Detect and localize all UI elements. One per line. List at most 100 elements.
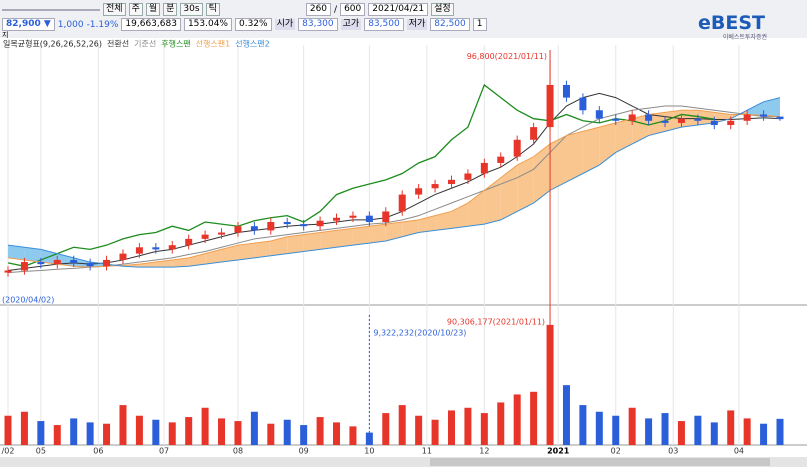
label: 저가 bbox=[406, 19, 428, 30]
volume-bar bbox=[464, 407, 472, 445]
cloud bbox=[254, 240, 271, 258]
candle-body bbox=[185, 238, 193, 246]
cloud bbox=[139, 262, 156, 268]
x-tick-label: 12 bbox=[479, 447, 489, 456]
candle-body bbox=[776, 116, 784, 120]
x-tick-label: 07 bbox=[159, 447, 169, 456]
legend-entry: 선행스팬2 bbox=[235, 39, 270, 49]
price: 82,900 ▼ bbox=[2, 18, 55, 31]
volume-bar bbox=[743, 418, 751, 445]
cloud bbox=[533, 143, 551, 204]
x-tick-label: /02 bbox=[2, 447, 15, 456]
candle-body bbox=[267, 221, 275, 231]
candle-body bbox=[677, 118, 685, 123]
candle-body bbox=[135, 247, 143, 254]
button[interactable]: 월 bbox=[145, 3, 161, 16]
button[interactable]: 30s bbox=[180, 3, 203, 16]
date-input[interactable]: 2021/04/21 bbox=[368, 3, 429, 16]
cloud bbox=[287, 234, 304, 254]
candle-body bbox=[119, 253, 127, 260]
candle-body bbox=[250, 226, 258, 231]
toolbar: 전체 주 월 분 30s 틱 260 / 600 2021/04/21 설정 8… bbox=[0, 0, 807, 41]
count-input[interactable]: 260 bbox=[305, 3, 332, 16]
candle-body bbox=[382, 211, 390, 222]
volume-bar bbox=[513, 394, 521, 445]
volume-bar bbox=[250, 411, 258, 445]
x-tick-label: 03 bbox=[668, 447, 678, 456]
candle-body bbox=[743, 114, 751, 121]
legend-entry: 후행스팬 bbox=[161, 39, 190, 49]
candle-body bbox=[365, 215, 373, 222]
indicator-line bbox=[7, 97, 781, 268]
cloud bbox=[467, 190, 485, 227]
button[interactable]: 분 bbox=[163, 3, 178, 16]
toolbar-row: 82,900 ▼ 1,000 -1.19% 19,663,683 153.04%… bbox=[2, 18, 487, 31]
annotation: (2020/04/02) bbox=[2, 296, 54, 305]
volume-bar bbox=[710, 422, 718, 445]
candle-body bbox=[628, 114, 636, 121]
volume-bar bbox=[398, 405, 406, 445]
candle-body bbox=[694, 118, 702, 121]
toolbar-row: 전체 주 월 분 30s 틱 260 / 600 2021/04/21 설정 bbox=[2, 3, 454, 16]
volume-bar bbox=[595, 411, 603, 445]
candle-body bbox=[218, 232, 226, 235]
scroll-thumb[interactable] bbox=[430, 458, 770, 466]
open: 83,300 bbox=[298, 18, 338, 31]
candle-body bbox=[168, 245, 176, 250]
annotation: 9,322,232(2020/10/23) bbox=[373, 329, 466, 338]
candle-body bbox=[283, 221, 291, 225]
volume-bar bbox=[776, 418, 784, 445]
x-tick-label: 06 bbox=[93, 447, 103, 456]
scrollbar[interactable] bbox=[0, 457, 807, 467]
settings-button[interactable]: 설정 bbox=[431, 3, 454, 16]
candle-body bbox=[727, 120, 735, 126]
high: 83,500 bbox=[364, 18, 404, 31]
cloud bbox=[451, 203, 468, 229]
pane-label: 지 bbox=[2, 31, 9, 39]
button[interactable]: 주 bbox=[128, 3, 143, 16]
cloud bbox=[205, 249, 222, 265]
volume-bar bbox=[661, 413, 669, 445]
cloud bbox=[435, 211, 452, 231]
x-tick-label: 2021 bbox=[547, 447, 570, 456]
cloud bbox=[73, 257, 91, 268]
x-tick-label: 09 bbox=[299, 447, 309, 456]
volume-bar bbox=[300, 425, 308, 445]
volume-bar bbox=[579, 405, 587, 445]
candle-body bbox=[86, 262, 94, 267]
logo: eBEST bbox=[698, 12, 765, 34]
volume-bar bbox=[53, 425, 61, 445]
cloud bbox=[303, 232, 321, 252]
cloud bbox=[763, 97, 780, 117]
candle-body bbox=[316, 220, 324, 227]
x-tick-label: 11 bbox=[422, 447, 432, 456]
candle-body bbox=[760, 114, 768, 117]
code-input[interactable] bbox=[2, 8, 100, 11]
period-input[interactable]: 1 bbox=[472, 18, 487, 31]
volume-bar bbox=[168, 422, 176, 445]
annotation: 96,800(2021/01/11) bbox=[467, 52, 547, 61]
candle-body bbox=[464, 173, 472, 180]
cloud bbox=[402, 219, 419, 237]
x-tick-label: 05 bbox=[36, 447, 46, 456]
volume: 19,663,683 bbox=[121, 18, 181, 31]
volume-bar bbox=[415, 415, 423, 445]
candle-body bbox=[710, 120, 718, 126]
volume-bar bbox=[447, 410, 455, 445]
cloud bbox=[550, 135, 567, 191]
candle-body bbox=[562, 84, 570, 98]
cloud bbox=[24, 247, 41, 263]
volume-bar bbox=[185, 417, 193, 445]
candle-body bbox=[152, 247, 160, 250]
candle-body bbox=[480, 162, 488, 174]
button[interactable]: 전체 bbox=[103, 3, 126, 16]
cloud bbox=[237, 243, 255, 260]
candle-body bbox=[53, 259, 61, 265]
button[interactable]: 틱 bbox=[205, 3, 220, 16]
cloud bbox=[517, 156, 534, 212]
candle-body bbox=[4, 270, 12, 273]
total-input[interactable]: 600 bbox=[340, 3, 366, 16]
candle-body bbox=[103, 259, 111, 267]
